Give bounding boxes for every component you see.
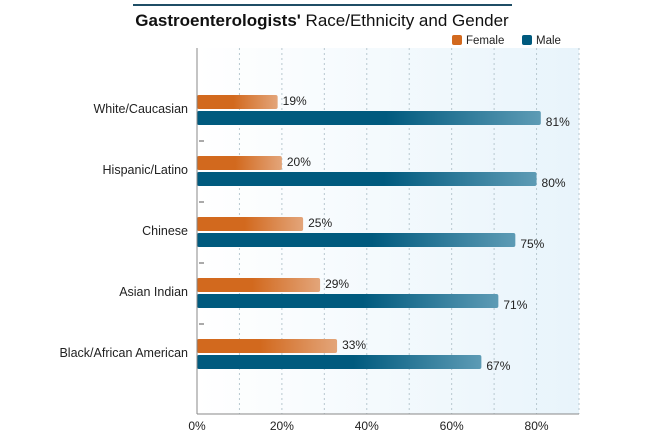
x-tick-label: 60% [440, 419, 464, 433]
x-tick-label: 40% [355, 419, 379, 433]
bar-male [197, 172, 537, 186]
data-label: 19% [283, 94, 307, 108]
bar-female [197, 217, 304, 231]
data-label: 29% [325, 277, 349, 291]
x-tick-label: 80% [525, 419, 549, 433]
bar-female [197, 156, 282, 170]
bar-female [197, 278, 321, 292]
bar-male [197, 355, 482, 369]
legend-swatch-female [452, 35, 462, 45]
x-tick-label: 0% [188, 419, 206, 433]
category-label: Black/African American [59, 346, 188, 360]
category-label: Hispanic/Latino [103, 163, 189, 177]
legend-swatch-male [522, 35, 532, 45]
category-label: White/Caucasian [94, 102, 189, 116]
bar-male [197, 294, 499, 308]
bar-female [197, 339, 338, 353]
data-label: 75% [520, 237, 544, 251]
chart-title: Gastroenterologists' Race/Ethnicity and … [135, 11, 509, 30]
data-label: 81% [546, 115, 570, 129]
bar-male [197, 111, 541, 125]
legend-label: Male [536, 35, 561, 47]
data-label: 71% [503, 298, 527, 312]
x-tick-label: 20% [270, 419, 294, 433]
category-label: Chinese [142, 224, 188, 238]
data-label: 80% [542, 176, 566, 190]
data-label: 33% [342, 338, 366, 352]
bar-female [197, 95, 278, 109]
data-label: 67% [486, 359, 510, 373]
bar-male [197, 233, 516, 247]
legend-label: Female [466, 35, 504, 47]
legend: Female Male [452, 35, 561, 47]
data-label: 25% [308, 216, 332, 230]
category-label: Asian Indian [119, 285, 188, 299]
data-label: 20% [287, 155, 311, 169]
